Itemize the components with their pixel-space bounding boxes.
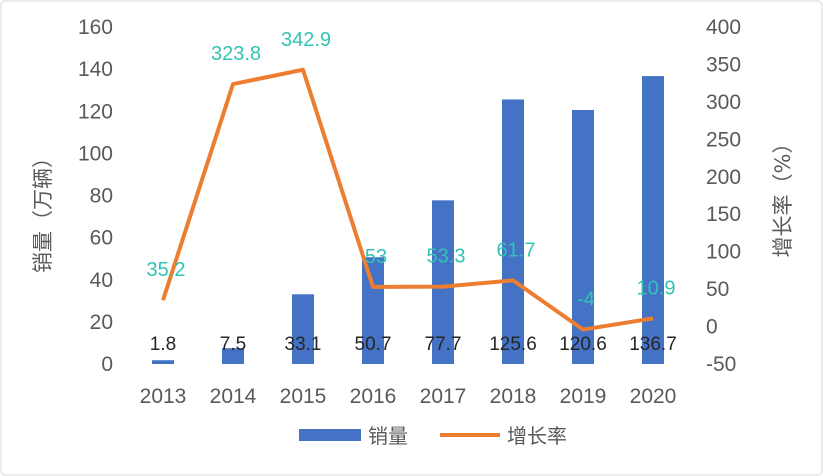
- line-data-label: 342.9: [281, 29, 331, 51]
- line-data-label: 53: [365, 246, 387, 268]
- y-tick-label: 80: [90, 185, 113, 208]
- bar: [572, 109, 594, 364]
- bar-data-label: 33.1: [285, 334, 322, 355]
- y2-tick-label: 300: [706, 91, 741, 114]
- y2-tick-label: 400: [706, 16, 741, 39]
- bar-data-label: 50.7: [355, 334, 392, 355]
- y-tick-label: 120: [78, 100, 113, 123]
- x-tick-label: 2018: [490, 385, 537, 408]
- bar-data-label: 120.6: [559, 334, 607, 355]
- y2-tick-label: 200: [706, 166, 741, 189]
- y-tick-label: 40: [90, 269, 113, 292]
- x-tick-label: 2016: [350, 385, 397, 408]
- y-tick-label: 160: [78, 16, 113, 39]
- growth-line: [161, 67, 654, 332]
- line-data-label: 10.9: [637, 277, 676, 299]
- bar: [152, 360, 174, 364]
- line-data-label: 61.7: [497, 239, 536, 261]
- legend-bar-swatch: [299, 429, 361, 441]
- bar-data-label: 125.6: [489, 334, 537, 355]
- y2-tick-label: -50: [706, 353, 736, 376]
- bar-data-label: 1.8: [150, 334, 176, 355]
- bar: [222, 348, 244, 364]
- bar: [292, 294, 314, 364]
- legend-bar-label: 销量: [368, 424, 408, 448]
- bar-data-label: 7.5: [220, 334, 246, 355]
- y-tick-label: 0: [101, 353, 113, 376]
- bar: [502, 99, 524, 364]
- y-tick-label: 100: [78, 142, 113, 165]
- legend-line-label: 增长率: [507, 424, 567, 448]
- y2-tick-label: 350: [706, 53, 741, 76]
- x-tick-label: 2013: [140, 385, 187, 408]
- line-data-label: 53.3: [427, 246, 466, 268]
- y2-tick-label: 250: [706, 128, 741, 151]
- y-tick-label: 20: [90, 311, 113, 334]
- y-axis-title: 销量（万辆）: [31, 147, 55, 273]
- bar-data-label: 136.7: [629, 334, 677, 355]
- y2-tick-label: 50: [706, 278, 729, 301]
- line-data-label: -4: [577, 289, 595, 311]
- y-tick-label: 60: [90, 227, 113, 250]
- bar: [432, 200, 454, 364]
- y2-tick-label: 0: [706, 316, 718, 339]
- y2-tick-label: 100: [706, 241, 741, 264]
- x-tick-label: 2015: [280, 385, 327, 408]
- bar: [642, 76, 664, 364]
- y2-tick-label: 150: [706, 203, 741, 226]
- line-data-label: 35.2: [147, 259, 186, 281]
- y2-axis-title: 增长率（%）: [771, 133, 795, 258]
- bar: [362, 257, 384, 364]
- bar-data-label: 77.7: [425, 334, 462, 355]
- x-tick-label: 2019: [560, 385, 607, 408]
- y-tick-label: 140: [78, 58, 113, 81]
- line-data-label: 323.8: [211, 43, 261, 65]
- x-tick-label: 2017: [420, 385, 467, 408]
- x-tick-label: 2014: [210, 385, 257, 408]
- x-tick-label: 2020: [630, 385, 677, 408]
